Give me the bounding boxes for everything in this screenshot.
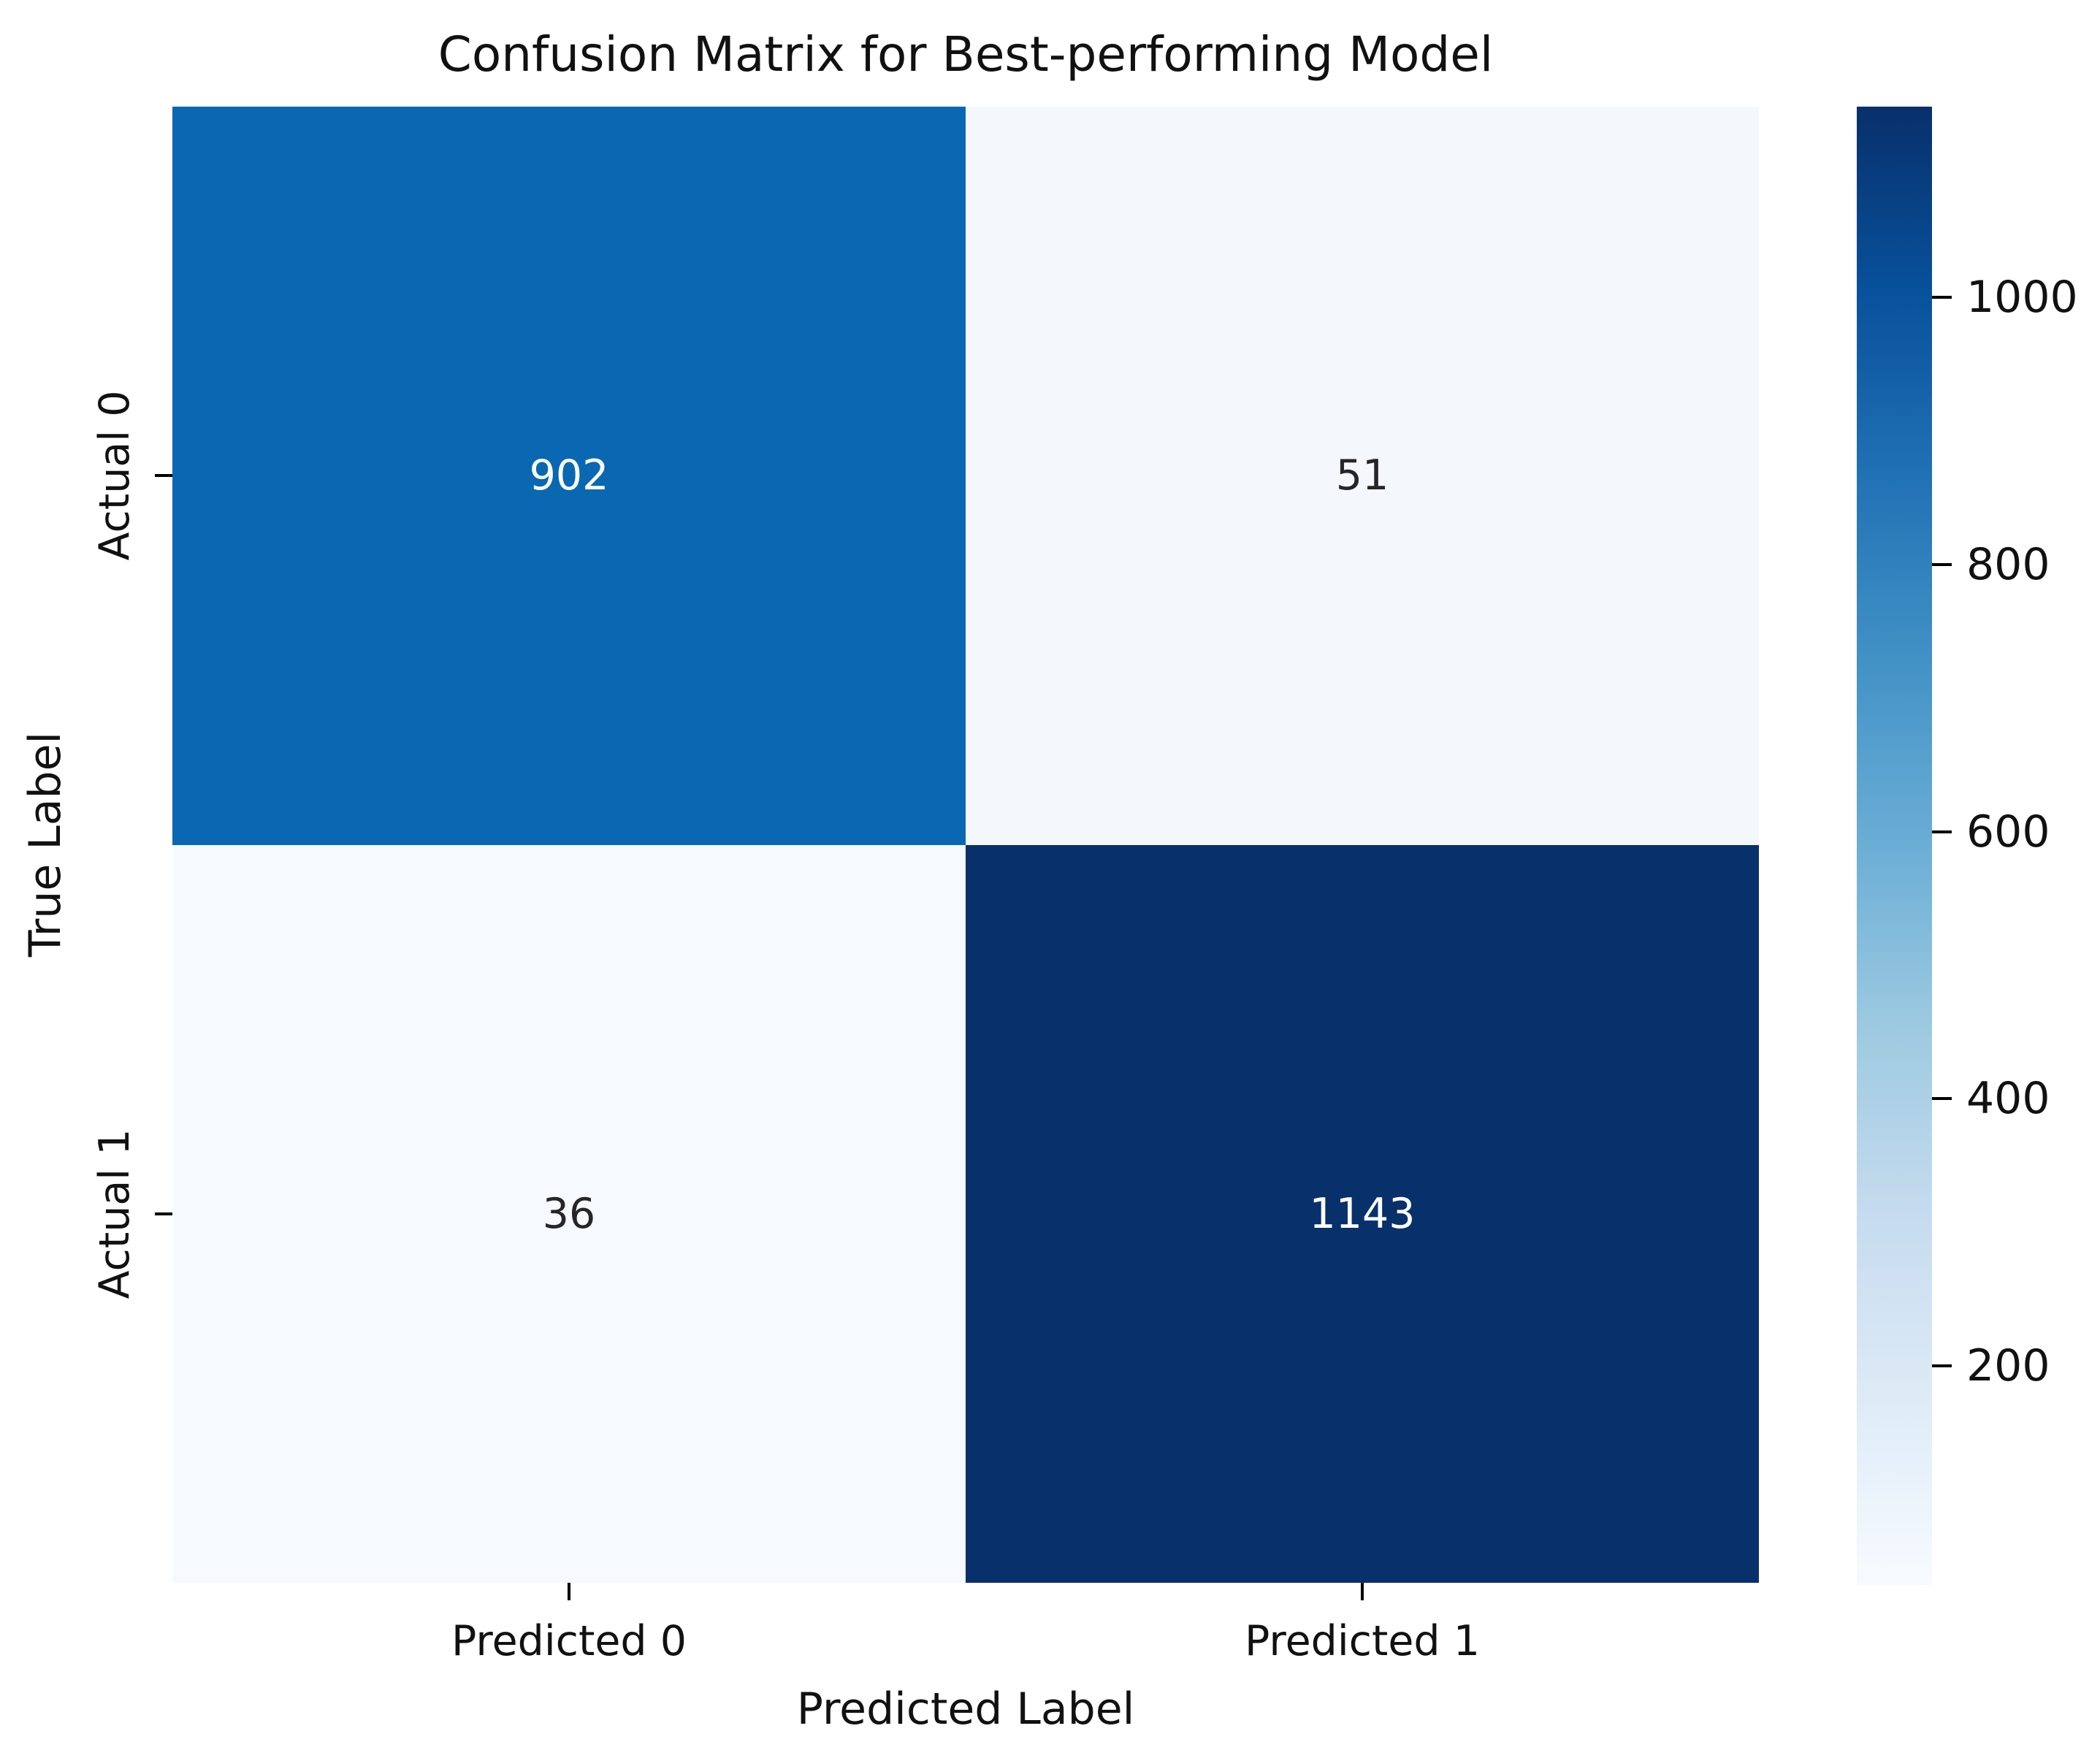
y-tick-mark-0 bbox=[155, 474, 172, 478]
x-tick-label-1: Predicted 1 bbox=[1245, 1617, 1480, 1665]
colorbar-tick-label-3: 400 bbox=[1966, 1073, 2050, 1125]
cell-value-r1c1: 1143 bbox=[1309, 1189, 1416, 1238]
colorbar-tick-mark-1 bbox=[1932, 563, 1952, 567]
heatmap-cell-r0c0: 902 bbox=[172, 107, 966, 845]
x-tick-label-0: Predicted 0 bbox=[451, 1617, 687, 1665]
cell-value-r1c0: 36 bbox=[542, 1189, 596, 1238]
colorbar-tick-mark-2 bbox=[1932, 830, 1952, 833]
heatmap-cell-r1c1: 1143 bbox=[966, 844, 1759, 1583]
colorbar-tick-label-1: 800 bbox=[1966, 539, 2050, 591]
y-tick-mark-1 bbox=[155, 1212, 172, 1215]
chart-title: Confusion Matrix for Best-performing Mod… bbox=[438, 26, 1494, 83]
y-axis-label: True Label bbox=[20, 731, 71, 958]
colorbar bbox=[1857, 107, 1932, 1585]
y-tick-label-0: Actual 0 bbox=[91, 390, 139, 561]
heatmap-cell-r0c1: 51 bbox=[966, 107, 1759, 845]
x-tick-mark-0 bbox=[568, 1583, 570, 1600]
x-tick-mark-1 bbox=[1361, 1583, 1364, 1600]
colorbar-tick-mark-4 bbox=[1932, 1364, 1952, 1368]
colorbar-tick-mark-3 bbox=[1932, 1097, 1952, 1101]
colorbar-tick-label-2: 600 bbox=[1966, 806, 2050, 857]
y-tick-label-1: Actual 1 bbox=[91, 1128, 139, 1299]
cell-value-r0c1: 51 bbox=[1335, 451, 1389, 500]
heatmap-cell-r1c0: 36 bbox=[172, 844, 966, 1583]
colorbar-tick-mark-0 bbox=[1932, 296, 1952, 299]
cell-value-r0c0: 902 bbox=[529, 451, 609, 500]
x-axis-label: Predicted Label bbox=[796, 1684, 1135, 1735]
colorbar-tick-label-0: 1000 bbox=[1966, 272, 2078, 324]
heatmap-plot: 902 51 36 1143 bbox=[172, 107, 1759, 1583]
colorbar-tick-label-4: 200 bbox=[1966, 1340, 2050, 1392]
